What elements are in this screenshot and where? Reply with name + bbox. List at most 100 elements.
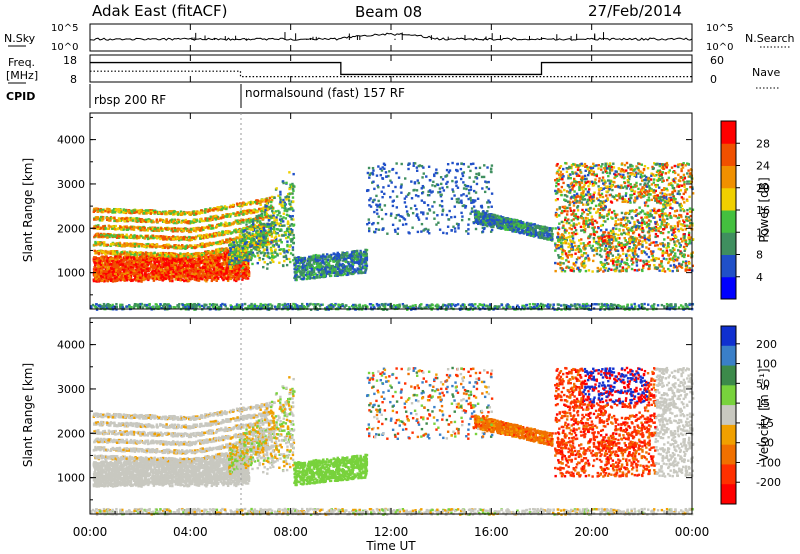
power-cell	[162, 277, 166, 280]
power-cell	[114, 255, 117, 258]
power-cell	[199, 243, 202, 246]
power-cell	[245, 203, 248, 206]
power-cell	[160, 245, 164, 248]
power-cell	[171, 268, 175, 272]
power-cell	[218, 257, 221, 260]
power-cell	[130, 268, 133, 272]
power-cell	[252, 234, 255, 237]
power-cell	[115, 278, 118, 281]
power-cell	[194, 236, 198, 240]
power-cell	[184, 275, 187, 278]
power-cell	[140, 273, 144, 276]
power-cell	[212, 232, 216, 235]
power-cell	[106, 263, 109, 266]
power-cell	[235, 236, 238, 239]
power-cell	[236, 278, 239, 281]
power-cell	[114, 208, 118, 212]
power-cell	[171, 259, 175, 262]
power-cell	[106, 243, 110, 247]
power-cell	[193, 263, 196, 266]
power-cell	[282, 212, 286, 215]
power-cell	[129, 244, 132, 248]
power-cell	[139, 228, 143, 232]
power-cell	[205, 244, 208, 247]
power-cell	[204, 255, 208, 259]
power-cell	[137, 235, 141, 238]
power-cell	[252, 200, 256, 204]
power-cell	[166, 273, 170, 276]
power-cell	[232, 274, 235, 278]
power-cell	[240, 260, 243, 263]
power-cell	[151, 263, 155, 267]
power-cell	[160, 274, 163, 277]
power-cell	[182, 220, 186, 224]
power-cell	[169, 212, 172, 215]
power-cell	[241, 278, 244, 281]
power-cell	[242, 227, 245, 230]
power-cell	[185, 257, 188, 261]
power-cell	[129, 266, 133, 269]
radar-title: Adak East (fitACF)	[92, 2, 227, 20]
power-cell	[246, 256, 250, 260]
power-cell	[195, 278, 199, 281]
power-cell	[203, 250, 207, 254]
power-cell	[215, 261, 218, 264]
power-cell	[182, 252, 186, 256]
power-cell	[223, 266, 226, 269]
power-cell	[197, 267, 200, 271]
power-cell	[211, 224, 214, 227]
power-cell	[179, 265, 182, 268]
power-cell	[131, 272, 135, 276]
power-cell	[188, 277, 191, 280]
power-cell	[155, 277, 159, 280]
power-cell	[228, 263, 232, 267]
power-cell	[243, 266, 246, 270]
power-cell	[125, 244, 129, 247]
power-cell	[195, 228, 198, 231]
power-cell	[228, 230, 231, 233]
power-cell	[109, 250, 112, 253]
power-cell	[127, 260, 131, 264]
power-cell	[220, 263, 224, 266]
power-cell	[117, 273, 120, 276]
power-cell	[109, 217, 112, 220]
power-cell	[127, 211, 131, 214]
power-cell	[99, 263, 103, 266]
power-cell	[94, 216, 98, 220]
power-cell	[218, 233, 222, 237]
power-cell	[121, 276, 124, 280]
power-cell	[218, 265, 221, 268]
power-cell	[252, 225, 255, 228]
power-cell	[93, 218, 96, 221]
power-cell	[173, 265, 177, 269]
power-cell	[141, 263, 144, 266]
power-cell	[145, 267, 149, 271]
power-cell	[183, 256, 186, 259]
power-cell	[230, 270, 234, 273]
power-cell	[143, 229, 146, 232]
power-cell	[132, 257, 136, 261]
power-cell	[226, 277, 229, 280]
power-cell	[182, 236, 186, 239]
power-cell	[140, 227, 143, 230]
power-cell	[227, 273, 230, 277]
power-cell	[119, 279, 122, 282]
power-cell	[124, 219, 127, 222]
freq-ytick-bottom: 8	[70, 73, 77, 86]
power-cell	[177, 258, 180, 262]
power-cell	[103, 258, 106, 262]
power-cell	[141, 219, 144, 222]
power-cell	[177, 253, 180, 257]
power-cell	[125, 233, 128, 236]
power-cell	[112, 273, 115, 276]
power-cell	[255, 243, 258, 247]
power-cell	[238, 235, 242, 239]
power-cell	[108, 270, 111, 273]
power-cell	[182, 271, 186, 274]
power-cell	[209, 251, 212, 254]
power-cell	[173, 237, 177, 240]
power-cell	[222, 278, 225, 282]
power-cell	[116, 227, 119, 231]
power-cell	[98, 209, 102, 212]
power-cell	[156, 265, 159, 268]
